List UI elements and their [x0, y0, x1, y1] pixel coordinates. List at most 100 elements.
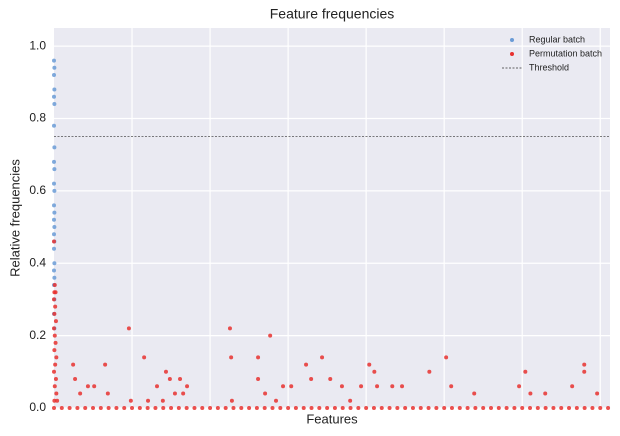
point [172, 391, 177, 396]
point [126, 326, 131, 331]
point [130, 406, 135, 410]
point [582, 362, 587, 367]
point [590, 406, 595, 410]
point [153, 406, 158, 410]
point [523, 369, 528, 374]
point [176, 406, 181, 410]
point [52, 384, 57, 389]
point [263, 391, 268, 396]
point [364, 406, 369, 410]
point [256, 355, 261, 360]
point [328, 377, 333, 382]
plot-area [54, 28, 610, 408]
point [339, 384, 344, 389]
point [582, 369, 587, 374]
chart-title: Feature frequencies [270, 6, 395, 22]
point [309, 377, 314, 382]
point [98, 406, 103, 410]
point [169, 406, 174, 410]
point [449, 384, 454, 389]
point [551, 406, 556, 410]
point [54, 391, 59, 396]
point [372, 369, 377, 374]
point [215, 406, 220, 410]
point [574, 406, 579, 410]
point [52, 268, 56, 273]
point [146, 398, 151, 403]
point [52, 159, 56, 164]
point [52, 102, 57, 106]
point [340, 406, 345, 410]
point [293, 406, 298, 410]
point [256, 377, 261, 382]
point [178, 377, 183, 382]
point [53, 290, 58, 295]
point [52, 261, 57, 266]
point [128, 398, 133, 403]
y-tick-label: 0.2 [29, 328, 46, 342]
point [472, 391, 477, 396]
point [247, 406, 252, 410]
point [142, 355, 147, 360]
point [442, 406, 447, 410]
point [122, 406, 127, 410]
point [223, 406, 228, 410]
y-axis-label: Relative frequencies [7, 159, 22, 277]
point [304, 362, 309, 367]
point [268, 333, 273, 338]
point [52, 188, 57, 193]
point [449, 406, 454, 410]
point [52, 232, 56, 237]
point [52, 210, 57, 215]
point [348, 398, 353, 403]
point [278, 406, 283, 410]
legend-label: Threshold [529, 62, 569, 72]
point [155, 384, 160, 389]
point [161, 406, 166, 410]
point [410, 406, 415, 410]
point [52, 406, 56, 410]
y-tick-label: 1.0 [29, 38, 46, 52]
point [67, 406, 72, 410]
point [71, 362, 76, 367]
grid: 0.0 0.2 0.4 0.6 0.8 1.0 [29, 28, 610, 414]
point [52, 333, 57, 338]
point [53, 340, 58, 345]
point [320, 355, 325, 360]
point [395, 406, 400, 410]
point [434, 406, 439, 410]
point [332, 406, 337, 410]
point [559, 406, 564, 410]
point [512, 406, 517, 410]
legend-marker [510, 52, 514, 56]
legend-label: Permutation batch [529, 48, 602, 58]
point [52, 167, 57, 172]
point [239, 406, 244, 410]
legend: Regular batch Permutation batch Threshold [502, 34, 602, 72]
point [52, 145, 57, 150]
point [167, 377, 172, 382]
point [105, 391, 110, 396]
legend-label: Regular batch [529, 34, 585, 44]
point [400, 384, 405, 389]
point [185, 384, 190, 389]
x-axis-label: Features [306, 411, 358, 426]
point [52, 65, 57, 70]
point [254, 406, 259, 410]
point [55, 398, 60, 403]
point [53, 362, 58, 367]
point [582, 406, 587, 410]
point [83, 406, 88, 410]
point [367, 362, 372, 367]
point [229, 355, 234, 360]
point [59, 406, 64, 410]
point [289, 384, 294, 389]
point [85, 384, 90, 389]
point [535, 406, 540, 410]
point [52, 326, 56, 331]
point [317, 406, 322, 410]
point [473, 406, 478, 410]
point [52, 225, 57, 230]
point [184, 406, 189, 410]
point [457, 406, 462, 410]
